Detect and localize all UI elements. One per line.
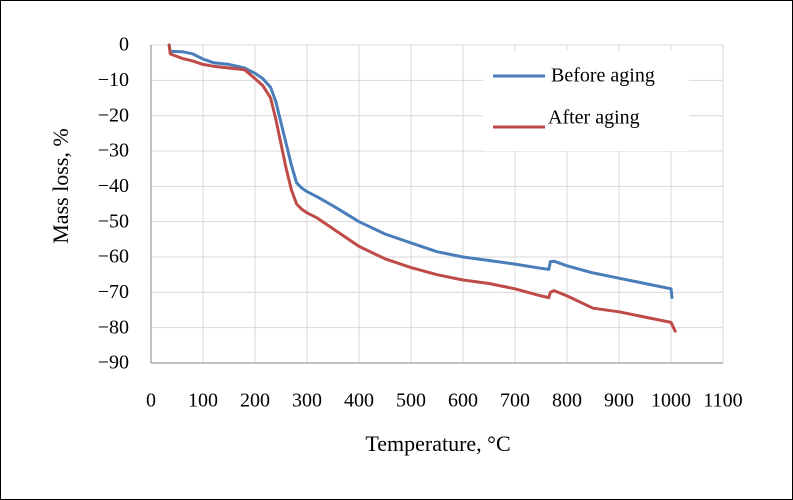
y-axis-title: Mass loss, % bbox=[48, 128, 73, 244]
y-tick-label: −40 bbox=[98, 175, 129, 197]
x-tick-label: 1100 bbox=[703, 390, 742, 412]
x-tick-label: 500 bbox=[396, 390, 426, 412]
x-tick-label: 0 bbox=[146, 390, 156, 412]
x-tick-label: 200 bbox=[240, 390, 270, 412]
y-tick-label: −90 bbox=[98, 352, 129, 374]
y-tick-label: −60 bbox=[98, 246, 129, 268]
y-tick-label: −50 bbox=[98, 210, 129, 232]
series-line-after-aging bbox=[167, 43, 677, 333]
y-tick-label: 0 bbox=[119, 34, 129, 56]
y-tick-label: −20 bbox=[98, 104, 129, 126]
x-tick-label: 300 bbox=[292, 390, 322, 412]
legend-label-before-aging: Before aging bbox=[551, 65, 655, 87]
legend-label-after-aging: After aging bbox=[548, 107, 640, 129]
y-tick-label: −30 bbox=[98, 140, 129, 162]
y-tick-label: −10 bbox=[98, 69, 129, 91]
x-tick-label: 800 bbox=[552, 390, 582, 412]
series-lines bbox=[167, 43, 677, 333]
y-tick-label: −80 bbox=[98, 316, 129, 338]
legend-box bbox=[483, 51, 689, 151]
axes bbox=[150, 45, 723, 364]
x-tick-label: 700 bbox=[500, 390, 530, 412]
series-line-before-aging bbox=[167, 43, 674, 300]
x-axis-title: Temperature, °C bbox=[365, 431, 510, 456]
x-tick-label: 900 bbox=[604, 390, 634, 412]
x-tick-label: 600 bbox=[448, 390, 478, 412]
x-tick-label: 1000 bbox=[651, 390, 691, 412]
x-tick-label: 100 bbox=[188, 390, 218, 412]
tick-labels: 0 −10 −20 −30 −40 −50 −60 −70 −80 −90 0 100 200 300 40… bbox=[98, 34, 743, 412]
x-tick-label: 400 bbox=[344, 390, 374, 412]
y-tick-label: −70 bbox=[98, 281, 129, 303]
